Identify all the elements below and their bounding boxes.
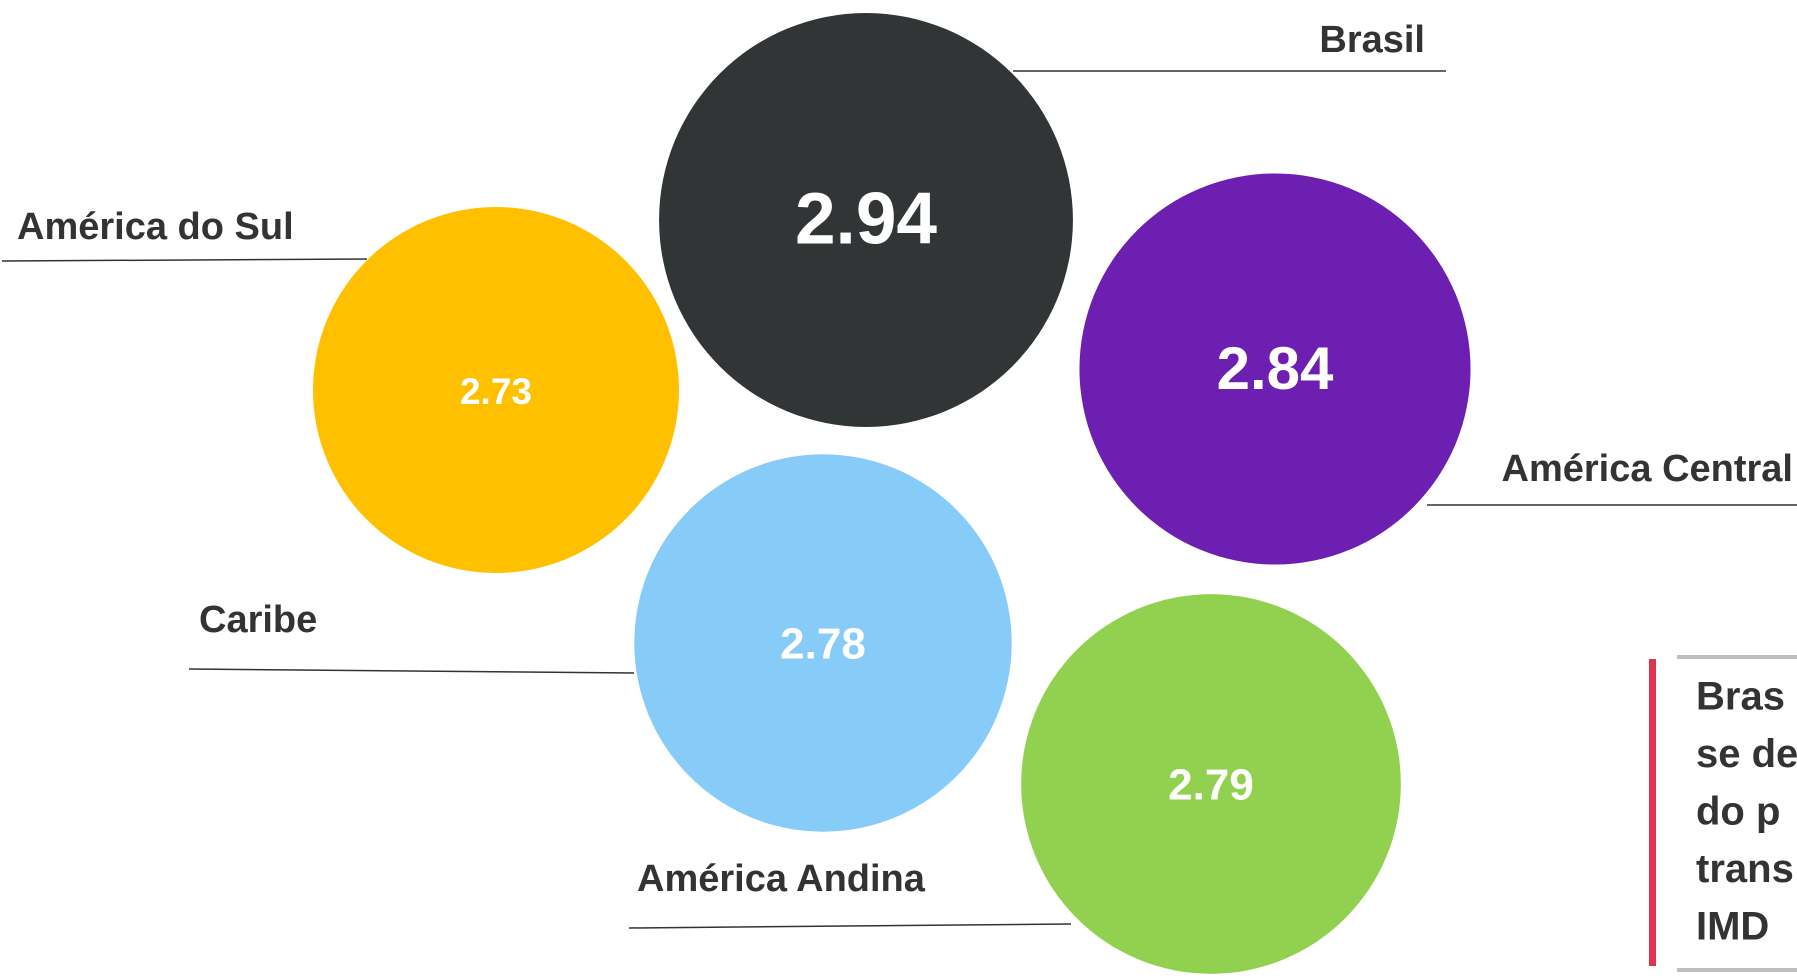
bubble-label: Caribe — [199, 599, 317, 641]
bubble-label: América Central — [1502, 448, 1793, 490]
callout-text: IMD — [1696, 905, 1769, 949]
leader-line — [188, 668, 635, 674]
leader-line — [1, 258, 368, 262]
bubble — [1021, 594, 1401, 974]
callout-accent — [1649, 659, 1656, 966]
callout-text: Bras — [1696, 675, 1785, 719]
bubble-value: 2.84 — [1217, 335, 1334, 402]
bubble — [1079, 173, 1471, 565]
bubble — [659, 13, 1073, 427]
bubble-value: 2.94 — [795, 178, 937, 259]
bubble — [313, 207, 679, 573]
bubble-label: América do Sul — [17, 206, 294, 248]
bubble-value: 2.73 — [460, 371, 532, 412]
callout-text: do p — [1696, 790, 1780, 834]
bubble-label: América Andina — [637, 858, 926, 900]
callout-text: trans — [1696, 847, 1794, 891]
bubble-label: Brasil — [1319, 19, 1425, 61]
bubble-value: 2.79 — [1168, 761, 1254, 810]
bubble — [634, 454, 1012, 832]
bubble-value: 2.78 — [780, 620, 866, 669]
callout: Bras se de do p trans IMD — [1696, 675, 1797, 949]
leader-line — [628, 923, 1072, 929]
callout-text: se de — [1696, 732, 1797, 776]
